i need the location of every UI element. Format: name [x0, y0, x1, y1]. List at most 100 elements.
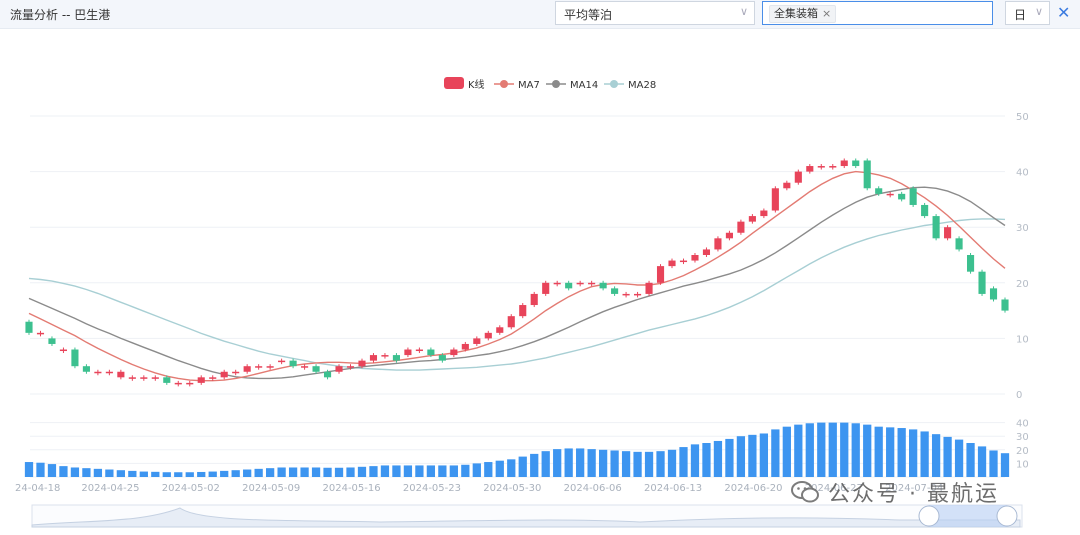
candle: [358, 360, 366, 367]
volume-bar: [484, 462, 493, 477]
volume-bar: [461, 464, 470, 477]
candle: [312, 366, 320, 372]
volume-bar: [185, 472, 194, 477]
candle: [323, 371, 332, 378]
volume-bar: [782, 426, 791, 477]
candle: [427, 349, 435, 356]
volume-bar: [886, 427, 895, 477]
volume-bar: [231, 470, 240, 477]
volume-bar: [82, 468, 91, 477]
volume-bar: [725, 438, 734, 477]
volume-bar: [151, 471, 160, 477]
volume-bar: [128, 470, 137, 477]
candle: [886, 193, 894, 196]
volume-bar: [690, 444, 700, 477]
candle: [748, 216, 756, 222]
period-select[interactable]: 日 ∨: [1005, 1, 1050, 25]
remove-tag-icon[interactable]: ×: [822, 7, 832, 20]
volume-bar: [794, 424, 803, 477]
volume-bar: [438, 465, 447, 477]
x-tick-label: 2024-05-16: [323, 483, 381, 494]
volume-bar: [587, 449, 596, 477]
candle: [278, 360, 286, 363]
volume-bar: [828, 422, 837, 477]
volume-bar: [771, 429, 780, 477]
zoom-handle-right[interactable]: [996, 505, 1018, 527]
candle: [875, 188, 883, 194]
candle: [301, 366, 309, 368]
candle: [634, 293, 642, 296]
candle: [243, 366, 251, 372]
candle: [989, 288, 998, 300]
volume-bar: [817, 422, 826, 477]
type-select[interactable]: 平均等泊 ∨: [555, 1, 755, 25]
volume-tick-label: 30: [1016, 432, 1029, 443]
candle: [519, 305, 527, 317]
candle: [186, 382, 194, 385]
candle: [863, 160, 871, 189]
legend-label: K线: [468, 78, 485, 91]
candle: [48, 338, 56, 344]
volume-bar: [93, 468, 103, 477]
candle: [151, 377, 159, 379]
period-select-value: 日: [1014, 8, 1027, 22]
volume-bar: [702, 443, 711, 477]
ma7-line: [28, 170, 1006, 382]
volume-bar: [47, 464, 57, 477]
candle: [679, 260, 688, 263]
candle: [117, 371, 125, 378]
page-title: 流量分析 -- 巴生港: [10, 8, 111, 22]
volume-tick-label: 10: [1016, 459, 1029, 470]
volume-bar: [564, 448, 573, 477]
legend-dot-icon: [500, 80, 508, 88]
candle: [691, 255, 699, 261]
candlestick-chart: 0 10 20 30 40 50 10 20 30 40 24-04-18 2024-04-25 202…: [15, 77, 1029, 528]
candle: [346, 366, 355, 368]
candle: [921, 204, 929, 217]
volume-bar: [380, 465, 390, 477]
legend-dot-icon: [610, 80, 618, 88]
candle: [794, 171, 802, 183]
candle: [25, 321, 33, 333]
volume-bar: [346, 467, 355, 477]
volume-bar: [598, 449, 608, 477]
candle: [932, 216, 940, 239]
volume-bar: [644, 451, 654, 477]
volume-bar: [495, 460, 504, 477]
volume-bar: [357, 466, 367, 477]
candle: [128, 377, 136, 379]
volume-bar: [369, 466, 378, 477]
volume-bar: [943, 436, 952, 477]
x-tick-label: 2024-05-23: [403, 483, 461, 494]
y-tick-label: 10: [1016, 334, 1029, 345]
volume-bar: [610, 450, 619, 477]
volume-bar: [874, 426, 883, 477]
volume-bar: [277, 467, 286, 477]
candle: [817, 166, 825, 168]
volume-bar: [311, 467, 321, 477]
volume-bar: [208, 471, 217, 477]
volume-bar: [403, 465, 413, 477]
candle: [197, 377, 205, 383]
y-tick-label: 0: [1016, 390, 1022, 401]
volume-bar: [392, 465, 401, 477]
zoom-handle-left[interactable]: [918, 505, 940, 527]
volume-bar: [426, 465, 436, 477]
volume-bar: [1000, 453, 1010, 477]
x-tick-label: 2024-06-13: [644, 483, 702, 494]
volume-bar: [931, 434, 941, 477]
candle: [450, 349, 458, 356]
y-tick-label: 40: [1016, 168, 1029, 179]
volume-bar: [989, 450, 998, 477]
candle: [565, 282, 573, 289]
legend-label: MA7: [518, 80, 540, 91]
close-icon[interactable]: ✕: [1057, 3, 1071, 22]
chevron-down-icon: ∨: [739, 5, 748, 18]
candle: [840, 160, 848, 167]
top-bar: 流量分析 -- 巴生港 平均等泊 ∨ 全集装箱 × 日 ∨ ✕: [0, 0, 1080, 29]
candle: [71, 349, 79, 367]
x-tick-label: 2024-06-27: [805, 483, 863, 494]
candle: [232, 371, 240, 374]
volume-tick-label: 40: [1016, 419, 1029, 430]
cargo-multiselect[interactable]: 全集装箱 ×: [762, 1, 993, 25]
